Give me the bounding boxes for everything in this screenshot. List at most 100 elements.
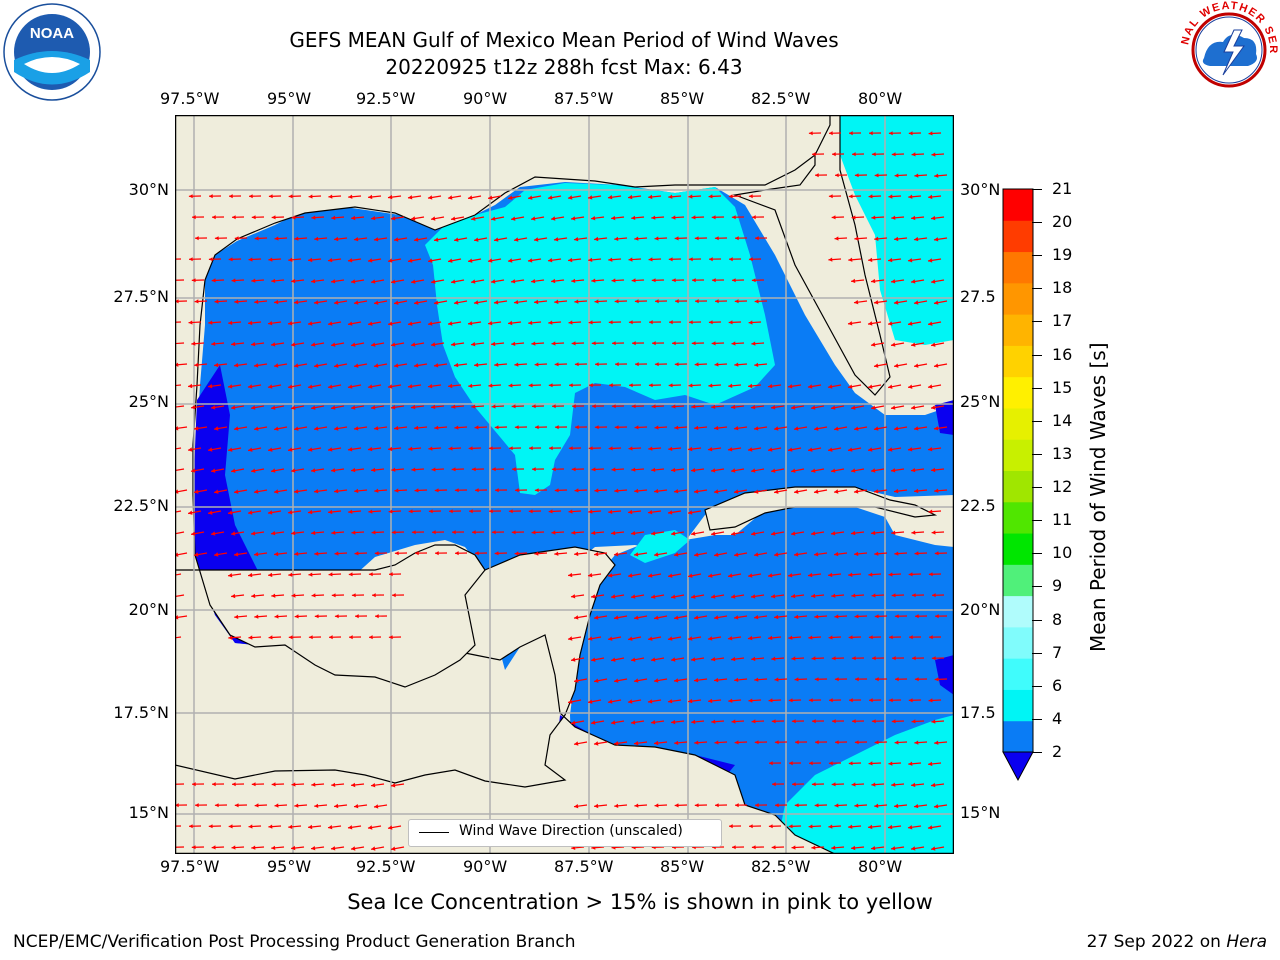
wind-arrow-head [688,194,693,199]
wind-arrow-head [788,573,793,578]
wind-arrow-head [371,405,376,410]
wind-arrow-head [708,573,713,578]
wind-arrow-head [251,845,256,850]
wind-arrow-head [651,657,656,662]
wind-arrow-head [271,405,276,410]
wind-arrow-head [589,383,593,388]
wind-arrow-head [512,467,516,472]
wind-arrow-head [291,593,296,598]
wind-arrow-head [748,194,753,199]
wind-arrow-head [928,194,933,200]
wind-arrow-head [211,341,216,346]
x-tick-top: 87.5°W [554,89,614,108]
wind-arrow-head [634,803,639,808]
wind-arrow-head [448,383,453,389]
wind-arrow-head [234,803,239,808]
wind-arrow-head [308,447,313,452]
wind-arrow-head [351,782,356,788]
wind-arrow-head [391,342,396,347]
wind-arrow-head [288,635,293,640]
wind-arrow-head [188,383,193,389]
y-tick-right: 15°N [960,803,1001,822]
wind-arrow-head [308,572,313,577]
wind-arrow-head [268,194,273,199]
wind-arrow-head [328,447,333,452]
wind-arrow-head [808,384,813,389]
wind-arrow-head [808,572,813,578]
wind-arrow-head [175,362,179,367]
wind-arrow-head [911,405,916,410]
wind-arrow-head [931,846,936,851]
wind-arrow-head [208,320,213,325]
wind-arrow-head [291,405,296,410]
wind-arrow-head [928,131,933,136]
wind-arrow-head [615,362,619,367]
wind-arrow-head [871,530,876,536]
colorbar-tick-label: 21 [1052,179,1073,198]
wind-arrow-head [248,447,253,452]
wind-arrow-head [268,635,273,640]
wind-arrow-head [715,299,719,304]
wind-arrow-head [348,258,353,263]
wind-arrow-head [535,425,539,430]
wind-arrow-head [488,321,493,326]
wind-arrow-head [291,468,296,473]
wind-arrow-head [814,614,819,619]
wind-arrow-head [809,761,813,766]
wind-arrow-head [871,342,876,347]
wind-arrow-head [891,215,896,220]
wind-arrow-head [594,551,599,557]
wind-arrow-head [374,363,379,368]
wind-arrow-head [774,552,779,557]
colorbar-tick-label: 20 [1052,212,1073,232]
wind-arrow-head [791,656,796,661]
wind-arrow-head [755,236,759,241]
wind-arrow-head [692,278,696,283]
wind-arrow-head [851,215,856,220]
wind-arrow-head [711,468,716,473]
wind-arrow-head [314,236,319,241]
wind-arrow-head [911,846,916,851]
wind-arrow-head [314,300,319,305]
wind-arrow-head [514,551,519,556]
wind-arrow-head [931,467,936,473]
wind-arrow-head [911,215,916,221]
wind-arrow-head [851,405,856,410]
wind-arrow-head [894,236,899,242]
wind-arrow-head [491,216,496,221]
wind-arrow-head [274,363,279,368]
x-tick-bottom: 87.5°W [554,857,614,876]
colorbar-block [1003,345,1033,378]
wind-arrow-head [311,342,316,347]
wind-arrow-head [631,720,636,725]
wind-arrow-head [891,846,896,851]
wind-arrow-head [611,594,616,599]
wind-arrow-head [691,341,696,346]
wind-arrow-head [212,782,216,787]
wind-arrow-head [754,299,759,304]
colorbar-tick-label: 7 [1052,642,1063,662]
wind-arrow-head [575,425,579,430]
wind-arrow-head [914,236,919,242]
wind-arrow-head [908,761,913,766]
wind-arrow-head [311,215,316,220]
wind-arrow [175,447,182,450]
wind-arrow-head [228,447,233,452]
wind-arrow-head [214,299,219,304]
wind-arrow-head [534,299,539,305]
wind-arrow-head [311,846,316,851]
wind-arrow-head [635,362,639,367]
colorbar-block [1003,314,1033,346]
wind-arrow-head [712,278,716,283]
wind-arrow-head [871,278,876,284]
wind-arrow-head [688,257,693,262]
wind-arrow-head [588,509,593,514]
wind-arrow-head [351,846,356,851]
wind-arrow-head [729,824,733,829]
wind-arrow-head [671,215,676,220]
x-tick-bottom: 85°W [660,857,705,876]
wind-arrow-head [908,194,913,199]
x-tick-bottom: 95°W [267,857,312,876]
wind-arrow [175,342,185,345]
wind-arrow-head [628,194,633,200]
